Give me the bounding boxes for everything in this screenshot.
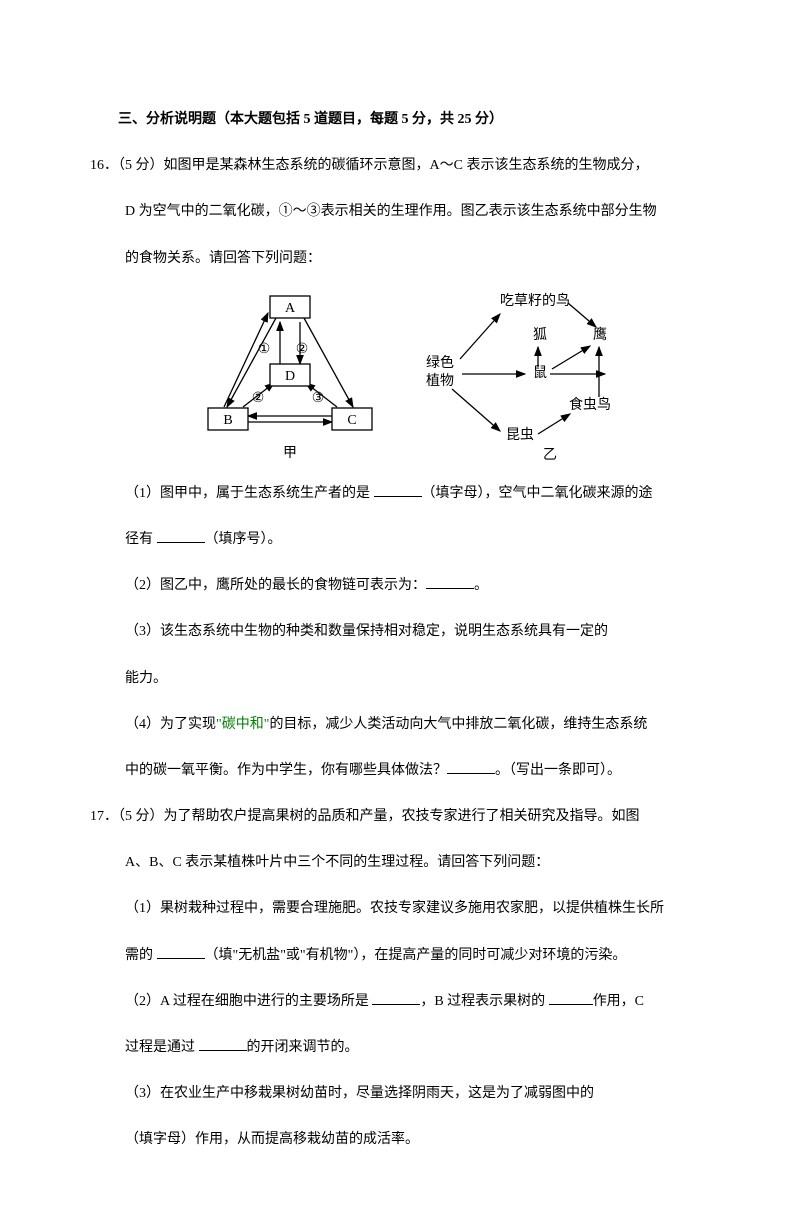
q17-p1b: 需的	[125, 948, 157, 963]
q16-p4-green: "碳中和"	[216, 717, 269, 732]
q16-p2b: 。	[474, 578, 488, 593]
q17-l1: 为了帮助农户提高果树的品质和产量，农技专家进行了相关研究及指导。如图	[164, 809, 640, 824]
q16-stem-2: D 为空气中的二氧化碳，①～③表示相关的生理作用。图乙表示该生态系统中部分生物	[90, 196, 704, 228]
svg-text:食虫鸟: 食虫鸟	[569, 396, 611, 413]
diagram-jia: A D B C ① ② ② ③ 甲	[190, 289, 390, 464]
q17-p1-line2: 需的 （填"无机盐"或"有机物"），在提高产量的同时可减少对环境的污染。	[90, 940, 704, 972]
svg-text:昆虫: 昆虫	[506, 427, 534, 443]
question-17: 17．（5 分）为了帮助农户提高果树的品质和产量，农技专家进行了相关研究及指导。…	[90, 801, 704, 1157]
q16-p2: （2）图乙中，鹰所处的最长的食物链可表示为： 。	[90, 570, 704, 602]
svg-text:吃草籽的鸟: 吃草籽的鸟	[500, 293, 570, 309]
blank	[157, 525, 205, 543]
q17-p2a: （2）A 过程在细胞中进行的主要场所是	[125, 994, 372, 1009]
q17-p2-line1: （2）A 过程在细胞中进行的主要场所是 ，B 过程表示果树的 作用，C	[90, 986, 704, 1018]
q17-p3-line2: （填字母）作用，从而提高移栽幼苗的成活率。	[90, 1124, 704, 1156]
question-16: 16．（5 分）如图甲是某森林生态系统的碳循环示意图，A～C 表示该生态系统的生…	[90, 150, 704, 787]
q16-prefix: 16．（5 分）	[90, 158, 164, 173]
svg-text:乙: 乙	[543, 447, 557, 463]
q16-p4b: 的目标，减少人类活动向大气中排放二氧化碳，维持生态系统	[269, 717, 647, 732]
blank	[157, 941, 205, 959]
svg-text:绿色: 绿色	[426, 354, 454, 371]
q16-p3-line1: （3）该生态系统中生物的种类和数量保持相对稳定，说明生态系统具有一定的	[90, 616, 704, 648]
q16-figure-row: A D B C ① ② ② ③ 甲 吃草籽的鸟狐 鹰绿色植物 鼠食虫鸟昆虫乙	[125, 289, 704, 464]
q16-p1a: （1）图甲中，属于生态系统生产者的是	[125, 486, 374, 501]
svg-text:C: C	[347, 413, 356, 428]
blank	[447, 756, 495, 774]
q17-p2e: 的开闭来调节的。	[247, 1040, 359, 1055]
q16-p4-line1: （4）为了实现"碳中和"的目标，减少人类活动向大气中排放二氧化碳，维持生态系统	[90, 709, 704, 741]
q17-stem-2: A、B、C 表示某植株叶片中三个不同的生理过程。请回答下列问题：	[90, 847, 704, 879]
q16-p4-line2: 中的碳一氧平衡。作为中学生，你有哪些具体做法？ 。（写出一条即可）。	[90, 755, 704, 787]
q17-stem-1: 17．（5 分）为了帮助农户提高果树的品质和产量，农技专家进行了相关研究及指导。…	[90, 801, 704, 833]
blank	[372, 987, 420, 1005]
blank	[374, 479, 422, 497]
q17-p2-line2: 过程是通过 的开闭来调节的。	[90, 1032, 704, 1064]
q17-p2c: 作用，C	[593, 994, 644, 1009]
q17-p2b: ，B 过程表示果树的	[420, 994, 548, 1009]
page: 三、分析说明题（本大题包括 5 道题目，每题 5 分，共 25 分） 16．（5…	[0, 0, 794, 1211]
svg-text:鹰: 鹰	[593, 327, 607, 343]
svg-text:B: B	[223, 413, 232, 428]
svg-text:甲: 甲	[283, 446, 297, 461]
svg-text:狐: 狐	[533, 327, 547, 343]
blank	[426, 571, 474, 589]
q16-l1: 如图甲是某森林生态系统的碳循环示意图，A～C 表示该生态系统的生物成分，	[164, 158, 649, 173]
svg-text:②: ②	[295, 342, 308, 357]
svg-text:A: A	[284, 301, 295, 316]
blank	[549, 987, 593, 1005]
q16-p1-line2: 径有 （填序号）。	[90, 524, 704, 556]
q17-p1-line1: （1）果树栽种过程中，需要合理施肥。农技专家建议多施用农家肥，以提供植株生长所	[90, 893, 704, 925]
blank	[199, 1033, 247, 1051]
q16-stem-3: 的食物关系。请回答下列问题：	[90, 243, 704, 275]
q17-p2d: 过程是通过	[125, 1040, 199, 1055]
svg-text:③: ③	[311, 391, 324, 406]
q16-p1-line1: （1）图甲中，属于生态系统生产者的是 （填字母），空气中二氧化碳来源的途	[90, 478, 704, 510]
q16-p1c: 径有	[125, 532, 157, 547]
q16-p2a: （2）图乙中，鹰所处的最长的食物链可表示为：	[125, 578, 426, 593]
svg-text:鼠: 鼠	[533, 365, 547, 381]
svg-text:植物: 植物	[426, 373, 454, 389]
q17-p3-line1: （3）在农业生产中移栽果树幼苗时，尽量选择阴雨天，这是为了减弱图中的	[90, 1078, 704, 1110]
svg-text:②: ②	[251, 391, 264, 406]
svg-text:①: ①	[257, 342, 270, 357]
q16-p4c: 中的碳一氧平衡。作为中学生，你有哪些具体做法？	[125, 763, 447, 778]
q17-prefix: 17．（5 分）	[90, 809, 164, 824]
q16-p3-line2: 能力。	[90, 663, 704, 695]
q16-stem-1: 16．（5 分）如图甲是某森林生态系统的碳循环示意图，A～C 表示该生态系统的生…	[90, 150, 704, 182]
q16-p1d: （填序号）。	[205, 532, 282, 547]
q16-p4d: 。（写出一条即可）。	[495, 763, 621, 778]
section-title: 三、分析说明题（本大题包括 5 道题目，每题 5 分，共 25 分）	[90, 104, 704, 136]
q16-p1b: （填字母），空气中二氧化碳来源的途	[422, 486, 653, 501]
diagram-yi: 吃草籽的鸟狐 鹰绿色植物 鼠食虫鸟昆虫乙	[410, 289, 640, 464]
q16-p4a: （4）为了实现	[125, 717, 216, 732]
q17-p1c: （填"无机盐"或"有机物"），在提高产量的同时可减少对环境的污染。	[205, 948, 627, 963]
svg-text:D: D	[284, 369, 294, 384]
